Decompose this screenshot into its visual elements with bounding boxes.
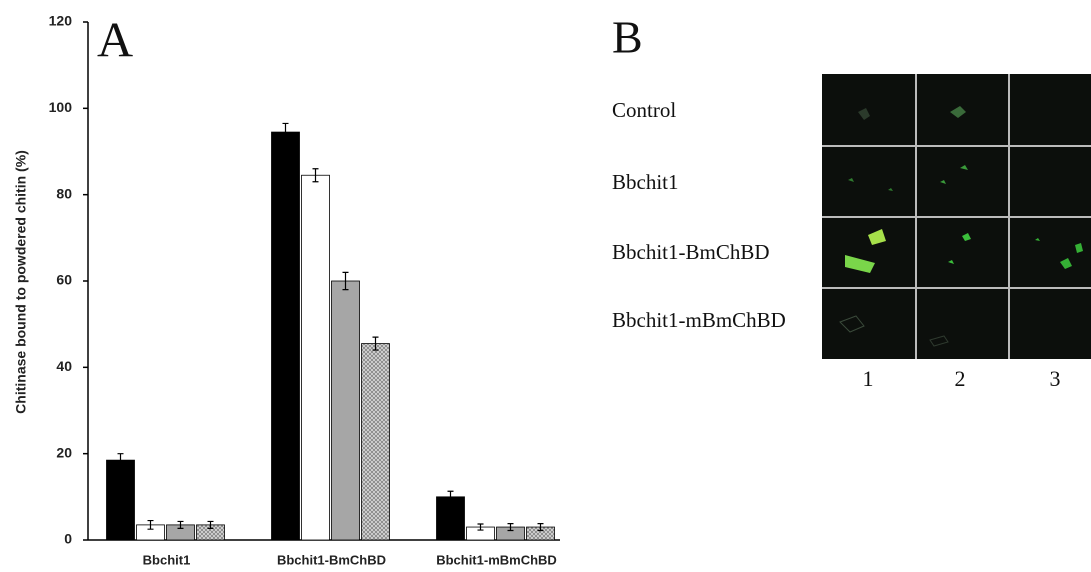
y-tick-label: 20 bbox=[56, 444, 72, 460]
row-label: Bbchit1 bbox=[612, 170, 679, 194]
y-tick-label: 100 bbox=[49, 99, 73, 115]
bar bbox=[272, 132, 300, 540]
x-tick-label: Bbchit1-mBmChBD bbox=[436, 552, 557, 567]
panel-letter: B bbox=[612, 12, 643, 63]
y-tick-label: 60 bbox=[56, 272, 72, 288]
y-tick-label: 80 bbox=[56, 185, 72, 201]
panel-letter: A bbox=[97, 11, 133, 67]
row-label: Bbchit1-mBmChBD bbox=[612, 308, 786, 332]
bar bbox=[302, 175, 330, 540]
y-tick-label: 0 bbox=[64, 531, 72, 547]
y-axis-label: Chitinase bound to powdered chitin (%) bbox=[13, 150, 29, 414]
column-label: 1 bbox=[863, 366, 874, 391]
bar bbox=[107, 460, 135, 540]
y-tick-label: 120 bbox=[49, 13, 73, 29]
column-label: 2 bbox=[955, 366, 966, 391]
y-tick-label: 40 bbox=[56, 358, 72, 374]
micrograph-grid bbox=[822, 74, 1091, 359]
x-tick-label: Bbchit1-BmChBD bbox=[277, 552, 386, 567]
chart: A B Chitinase bound to powdered chitin (… bbox=[0, 0, 1091, 572]
bar bbox=[437, 497, 465, 540]
column-label: 3 bbox=[1050, 366, 1061, 391]
row-label: Control bbox=[612, 98, 676, 122]
x-tick-label: Bbchit1 bbox=[143, 552, 191, 567]
bar bbox=[332, 281, 360, 540]
row-label: Bbchit1-BmChBD bbox=[612, 240, 770, 264]
figure: A B Chitinase bound to powdered chitin (… bbox=[0, 0, 1091, 572]
bar bbox=[362, 344, 390, 540]
